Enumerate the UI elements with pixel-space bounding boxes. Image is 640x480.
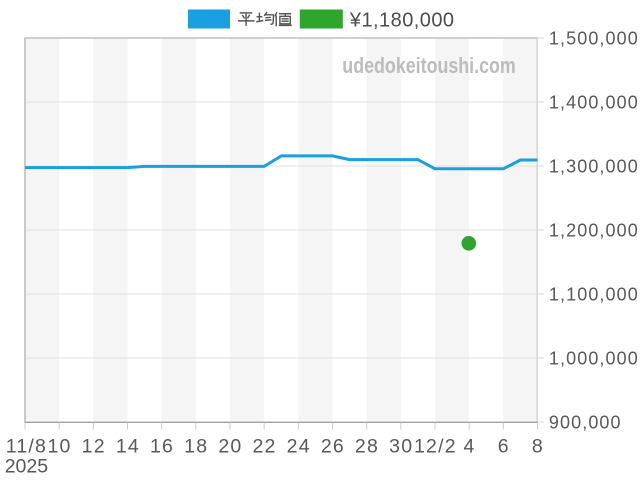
- svg-text:2025: 2025: [5, 456, 49, 478]
- svg-text:1,200,000: 1,200,000: [549, 220, 639, 240]
- svg-text:26: 26: [321, 435, 345, 457]
- svg-text:1,000,000: 1,000,000: [549, 348, 639, 368]
- svg-text:1,400,000: 1,400,000: [549, 92, 639, 112]
- svg-text:20: 20: [218, 435, 242, 457]
- svg-text:12: 12: [82, 435, 106, 457]
- svg-text:16: 16: [150, 435, 174, 457]
- svg-text:900,000: 900,000: [549, 412, 622, 432]
- svg-text:11/8: 11/8: [6, 435, 47, 457]
- svg-text:8: 8: [532, 435, 544, 457]
- svg-text:18: 18: [184, 435, 208, 457]
- svg-text:1,300,000: 1,300,000: [549, 156, 639, 176]
- svg-text:14: 14: [116, 435, 140, 457]
- svg-text:1,100,000: 1,100,000: [549, 284, 639, 304]
- svg-text:10: 10: [48, 435, 72, 457]
- svg-text:4: 4: [464, 435, 476, 457]
- svg-text:1,500,000: 1,500,000: [549, 28, 639, 48]
- svg-text:30: 30: [389, 435, 413, 457]
- svg-text:24: 24: [287, 435, 311, 457]
- svg-text:12/2: 12/2: [414, 435, 457, 457]
- svg-text:¥1,180,000: ¥1,180,000: [349, 10, 455, 32]
- svg-text:udedokeitoushi.com: udedokeitoushi.com: [342, 53, 516, 78]
- svg-text:6: 6: [498, 435, 510, 457]
- svg-text:22: 22: [253, 435, 277, 457]
- svg-text:28: 28: [355, 435, 379, 457]
